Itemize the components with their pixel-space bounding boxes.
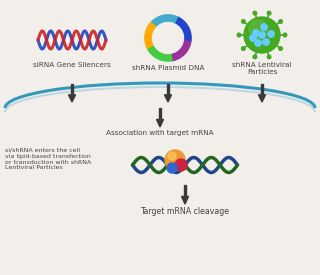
Text: Association with target mRNA: Association with target mRNA	[106, 130, 214, 136]
Circle shape	[167, 163, 177, 173]
Polygon shape	[259, 95, 266, 102]
Circle shape	[279, 20, 283, 23]
Polygon shape	[167, 84, 169, 95]
Circle shape	[253, 30, 259, 36]
Polygon shape	[71, 84, 73, 95]
Circle shape	[268, 31, 274, 37]
Circle shape	[255, 40, 261, 46]
Polygon shape	[261, 84, 263, 95]
Circle shape	[283, 33, 287, 37]
Polygon shape	[181, 196, 188, 204]
Text: shRNA Plasmid DNA: shRNA Plasmid DNA	[132, 65, 204, 71]
Polygon shape	[156, 119, 164, 127]
Circle shape	[168, 152, 176, 160]
Circle shape	[261, 24, 267, 30]
Circle shape	[253, 55, 257, 59]
Polygon shape	[164, 95, 172, 102]
Circle shape	[242, 47, 245, 50]
Circle shape	[237, 33, 241, 37]
Circle shape	[242, 20, 245, 23]
Circle shape	[263, 39, 269, 45]
Circle shape	[249, 20, 267, 38]
Polygon shape	[68, 95, 76, 102]
Circle shape	[244, 17, 280, 53]
Text: shRNA Lentiviral
Particles: shRNA Lentiviral Particles	[232, 62, 292, 75]
Circle shape	[267, 11, 271, 15]
Circle shape	[279, 47, 283, 50]
Circle shape	[250, 35, 256, 41]
Polygon shape	[184, 185, 186, 196]
Polygon shape	[159, 108, 161, 119]
Circle shape	[253, 11, 257, 15]
Text: siRNA Gene Silencers: siRNA Gene Silencers	[33, 62, 111, 68]
Circle shape	[175, 159, 187, 171]
Circle shape	[259, 32, 265, 38]
Circle shape	[267, 55, 271, 59]
Text: si/shRNA enters the cell
via lipid-based transfection
or transduction with shRNA: si/shRNA enters the cell via lipid-based…	[5, 148, 91, 170]
Circle shape	[165, 150, 185, 170]
Text: Target mRNA cleavage: Target mRNA cleavage	[140, 207, 229, 216]
